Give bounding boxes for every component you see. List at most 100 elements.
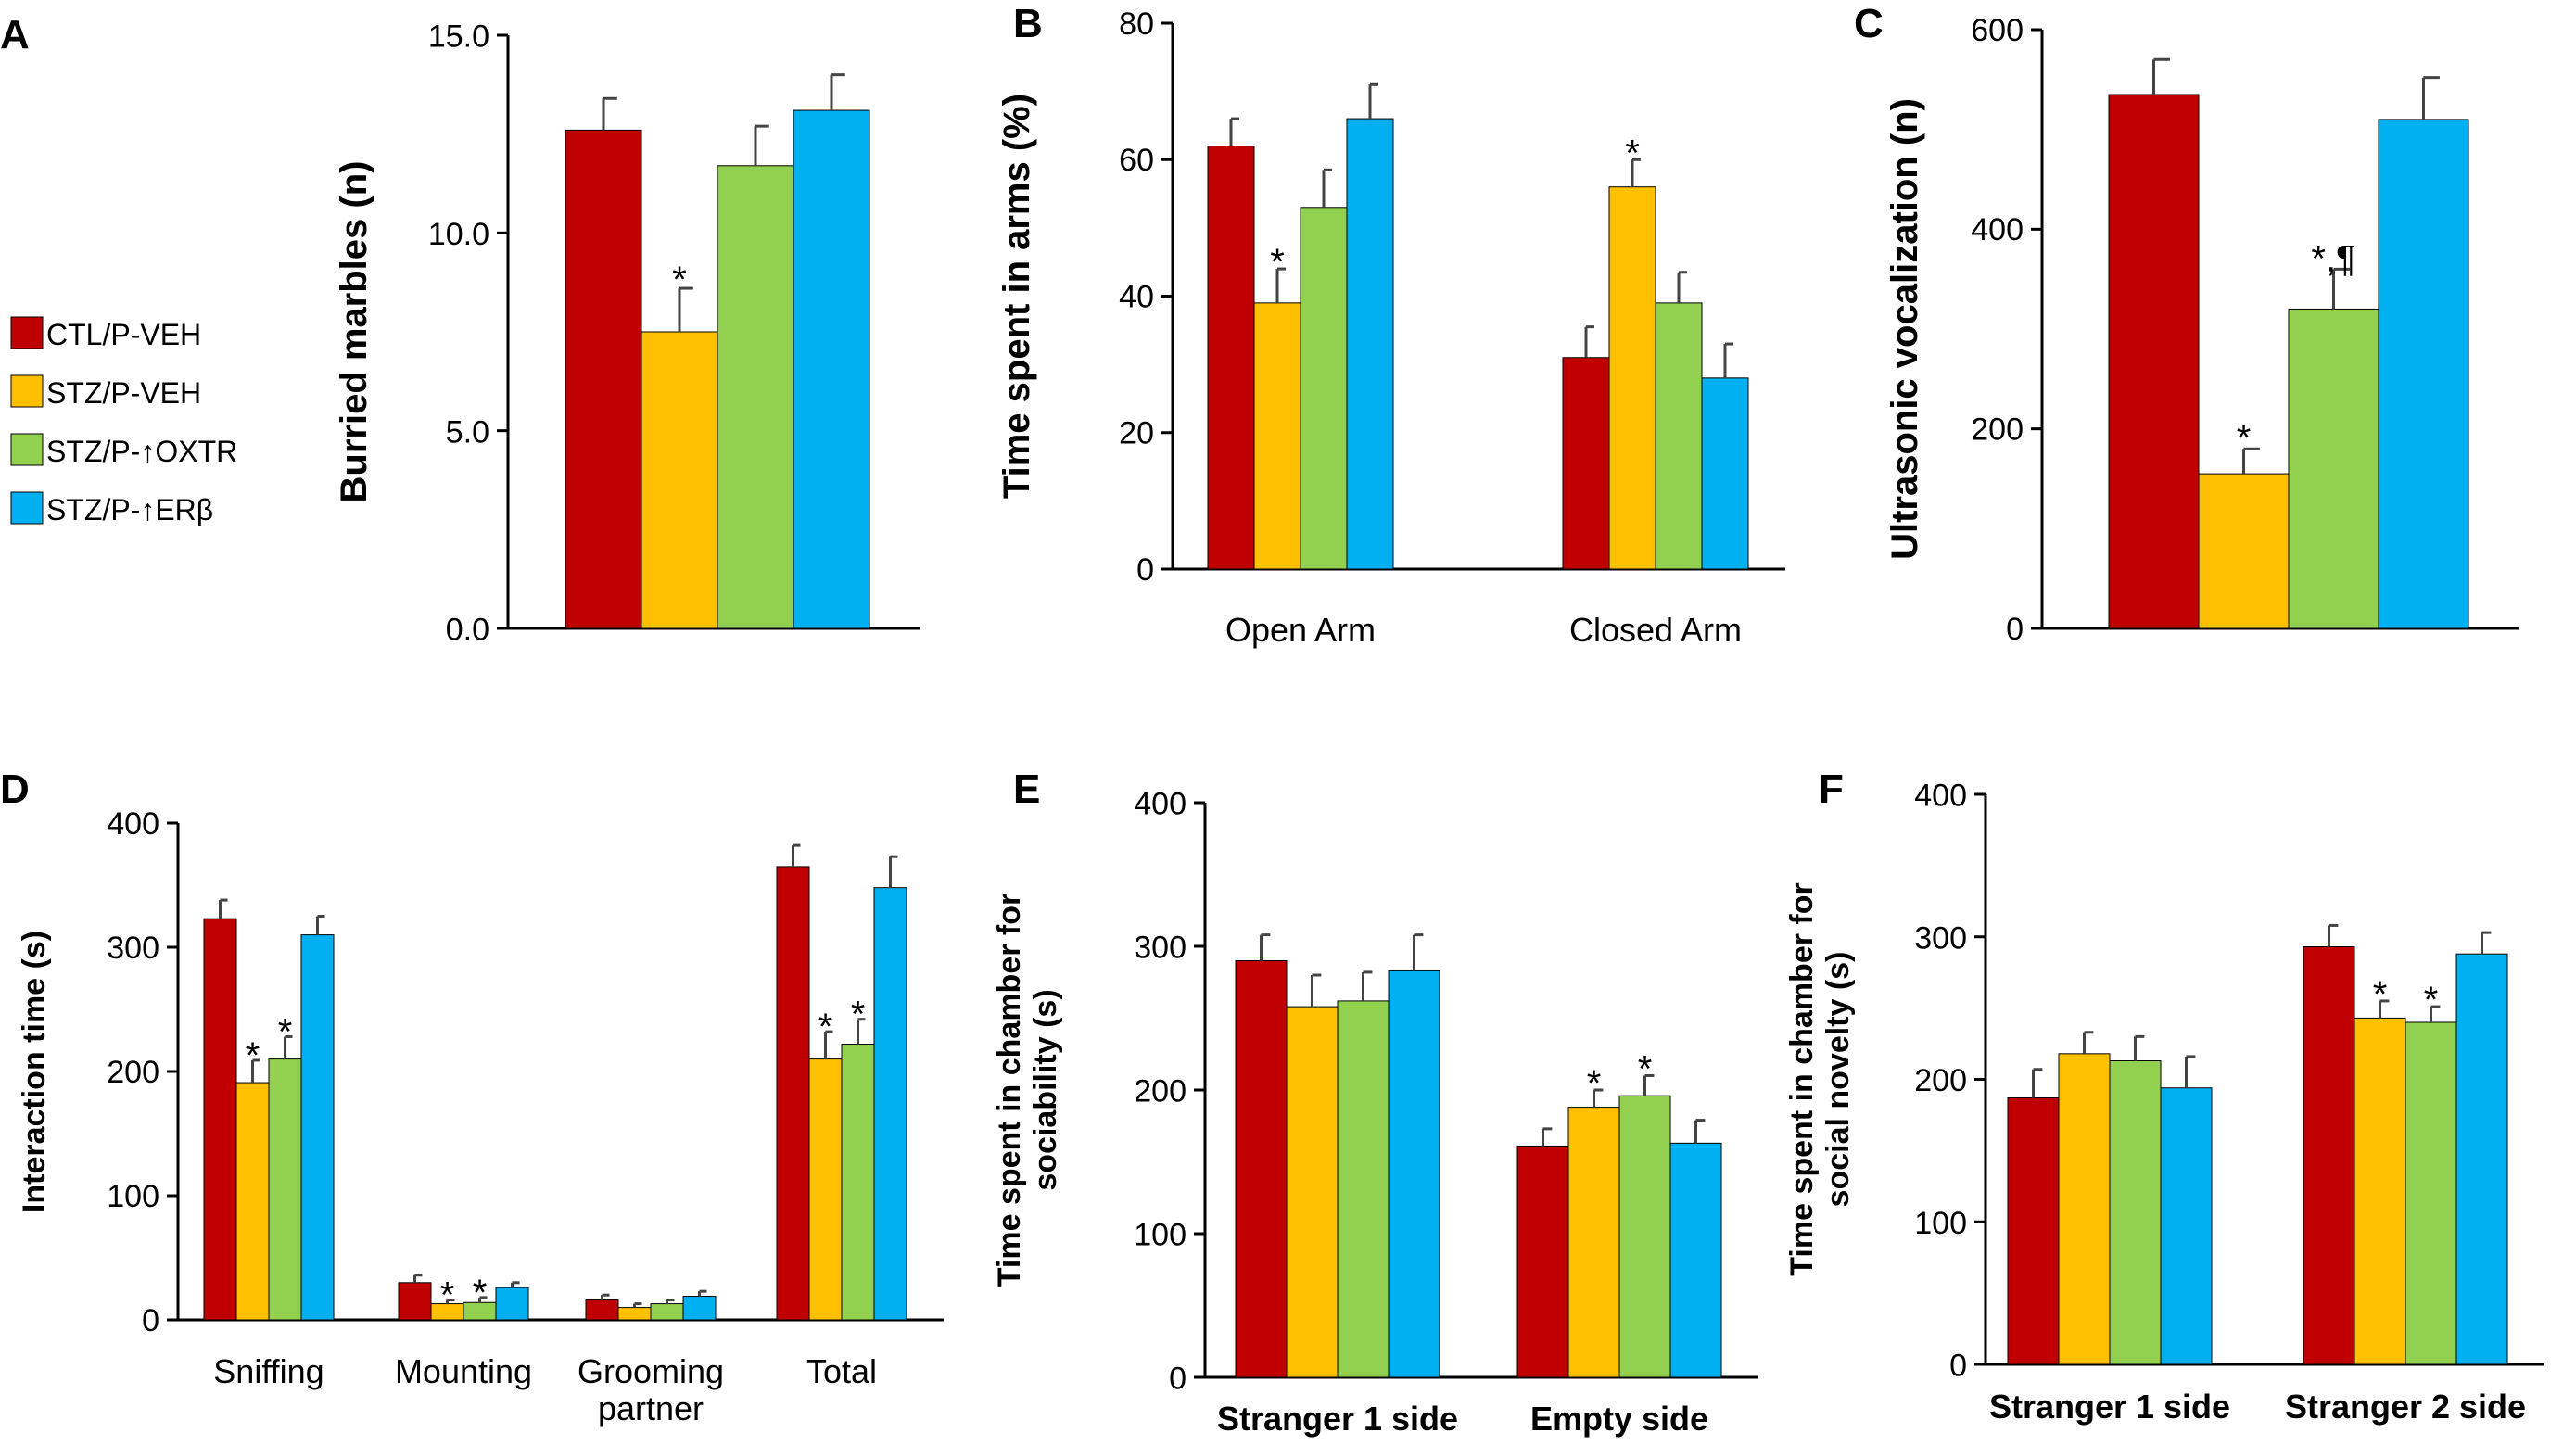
bar [586,1300,618,1320]
panel-letter: B [1013,1,1043,46]
bar [2379,120,2468,628]
x-category-label: Open Arm [1225,611,1376,649]
x-category-label: Mounting [395,1352,532,1390]
legend-label: CTL/P-VEH [46,318,201,351]
y-tick-label: 200 [1971,412,2024,448]
bar [842,1045,874,1320]
y-axis-title-line: social novelty (s) [1821,952,1856,1208]
y-tick-label: 10.0 [428,217,489,252]
y-axis-title-line: Time spent in chamber for [992,894,1027,1287]
y-axis-title: Time spent in arms (%) [996,94,1037,499]
y-tick-label: 0 [2006,612,2024,647]
y-tick-label: 400 [107,806,159,842]
panel-f: F0100200300400Time spent in chamber fors… [1784,767,2544,1426]
bar [2199,474,2289,628]
bar [204,919,236,1320]
legend: CTL/P-VEH STZ/P-VEH STZ/P-↑OXTR STZ/P-↑ERβ [11,317,237,526]
bar [1619,1096,1670,1377]
y-tick-label: 5.0 [446,414,489,450]
significance-marker: * [2237,418,2252,459]
bar [1568,1108,1619,1377]
bar [2059,1054,2110,1364]
significance-marker: * [440,1275,455,1316]
significance-marker: *,¶ [2311,238,2355,279]
bar [1208,146,1254,569]
panel-letter: D [0,767,30,812]
panel-letter: A [0,12,30,57]
y-tick-label: 400 [1971,212,2024,247]
bar [1301,208,1347,569]
bar [1517,1146,1568,1377]
bar [2008,1097,2059,1364]
x-category-label: Sniffing [213,1352,324,1390]
bar [2354,1018,2405,1364]
y-axis-title: Burried marbles (n) [334,161,374,503]
panel-letter: C [1854,1,1884,46]
y-tick-label: 300 [1134,931,1186,966]
significance-marker: * [1587,1063,1602,1104]
legend-label: STZ/P-↑OXTR [46,435,237,468]
bar [2289,309,2379,628]
y-axis-title: Ultrasonic vocalization (n) [1884,98,1925,560]
bar [1563,358,1609,569]
significance-marker: * [1625,133,1640,173]
bar [717,166,793,628]
legend-label: STZ/P-VEH [46,376,201,410]
figure: CTL/P-VEHSTZ/P-VEHSTZ/P-↑OXTRSTZ/P-↑ERβ … [0,0,2576,1445]
x-category-label: Stranger 1 side [1989,1388,2230,1426]
panel-b: B 0 20 40 60 80 Time spent in arms (%) * * Open A… [996,1,1785,649]
y-tick-label: 100 [107,1179,159,1214]
bar [793,110,869,628]
y-tick-label: 80 [1119,6,1154,42]
y-tick-label: 200 [1134,1074,1186,1109]
legend-swatch [11,492,43,524]
y-tick-label: 0 [1169,1362,1186,1397]
y-tick-label: 0 [1136,552,1154,588]
y-tick-label: 15.0 [428,19,489,55]
bar [618,1308,651,1320]
significance-marker: * [2424,980,2439,1020]
y-tick-label: 60 [1119,143,1154,178]
y-axis-title: Interaction time (s) [17,931,52,1212]
y-tick-label: 0.0 [446,613,489,648]
bar [1670,1143,1721,1377]
significance-marker: * [818,1007,833,1047]
y-tick-label: 100 [1914,1206,1967,1241]
significance-marker: * [851,995,866,1035]
legend-swatch [11,434,43,465]
y-tick-label: 200 [1914,1063,1967,1098]
y-tick-label: 20 [1119,416,1154,451]
significance-marker: * [246,1035,260,1076]
bar [1254,303,1301,569]
bar [1236,961,1287,1378]
bar [269,1059,301,1320]
significance-marker: * [2373,974,2388,1015]
y-tick-label: 0 [142,1303,159,1338]
y-axis-title-line: Time spent in chamber for [1784,882,1820,1275]
y-tick-label: 600 [1971,13,2024,48]
significance-marker: * [278,1011,293,1052]
y-axis-title: Time spent in chamber forsocial novelty … [1784,882,1856,1275]
y-axis-title: Time spent in chamber forsociability (s) [992,894,1063,1287]
significance-marker: * [672,260,687,300]
bar [1609,187,1656,569]
bar [651,1304,683,1320]
x-category-label: Total [806,1352,877,1390]
x-category-label: Empty side [1530,1400,1708,1438]
panel-d: D 0 100 200 300 400 Interaction time (s) * * * * * *… [0,767,944,1427]
bar [1347,119,1393,569]
bar [1702,378,1748,569]
bar [641,332,717,628]
x-category-label: Stranger 2 side [2285,1388,2526,1426]
bar [2303,947,2354,1364]
y-tick-label: 100 [1134,1218,1186,1253]
bar [1338,1001,1389,1377]
significance-marker: * [1270,242,1285,283]
bar [301,935,334,1320]
bar [1287,1007,1338,1377]
y-tick-label: 40 [1119,279,1154,314]
bar [565,130,641,628]
bar [2456,954,2507,1364]
y-tick-label: 200 [107,1055,159,1090]
x-category-label: Grooming [577,1352,724,1390]
